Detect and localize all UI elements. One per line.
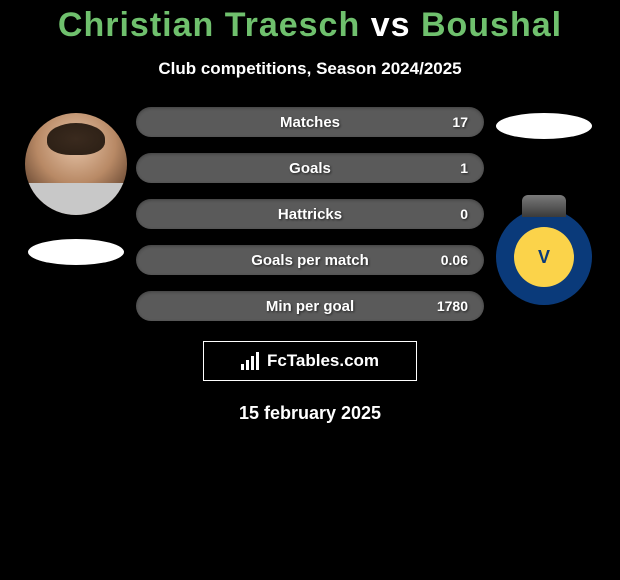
stat-row: Goals per match 0.06 [136, 245, 484, 275]
content-row: Matches 17 Goals 1 Hattricks 0 Goals per match… [0, 107, 620, 321]
stat-row: Goals 1 [136, 153, 484, 183]
stat-right-value: 1 [460, 160, 468, 176]
date-text: 15 february 2025 [239, 403, 381, 424]
stat-label: Min per goal [266, 298, 354, 315]
stat-label: Hattricks [278, 206, 342, 223]
player-right-badge: V [496, 209, 592, 305]
title-part: Christian Traesch [58, 6, 360, 44]
player-left-club-logo [28, 239, 124, 265]
stat-right-value: 1780 [437, 298, 468, 314]
stat-label: Goals [289, 160, 331, 177]
title-part: vs [360, 6, 421, 44]
stat-row: Matches 17 [136, 107, 484, 137]
stat-row: Hattricks 0 [136, 199, 484, 229]
stats-bars: Matches 17 Goals 1 Hattricks 0 Goals per match… [136, 107, 484, 321]
brand-box: FcTables.com [203, 341, 417, 381]
stat-right-value: 17 [452, 114, 468, 130]
player-right-club-logo [496, 113, 592, 139]
player-right-badge-inner: V [514, 227, 574, 287]
right-column: V [484, 107, 604, 305]
title-part: Boushal [421, 6, 562, 44]
subtitle: Club competitions, Season 2024/2025 [158, 59, 461, 79]
brand-text: FcTables.com [267, 351, 379, 371]
comparison-card: Christian Traesch vs Boushal Club compet… [0, 0, 620, 580]
stat-label: Matches [280, 114, 340, 131]
stat-right-value: 0.06 [441, 252, 468, 268]
left-column [16, 107, 136, 265]
stat-label: Goals per match [251, 252, 369, 269]
barchart-icon [241, 352, 259, 370]
page-title: Christian Traesch vs Boushal [58, 6, 562, 45]
stat-row: Min per goal 1780 [136, 291, 484, 321]
stat-right-value: 0 [460, 206, 468, 222]
player-left-avatar [25, 113, 127, 215]
